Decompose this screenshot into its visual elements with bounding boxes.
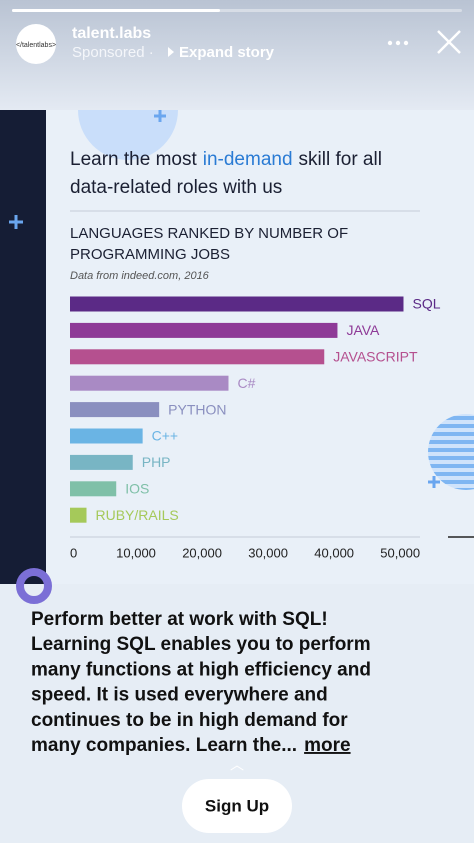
bar bbox=[70, 296, 404, 312]
x-tick-label: 10,000 bbox=[116, 545, 156, 560]
bar bbox=[70, 507, 87, 523]
sign-up-button[interactable] bbox=[182, 779, 292, 833]
bar-label: PHP bbox=[142, 454, 171, 470]
bar-label: JAVA bbox=[346, 322, 380, 338]
bar bbox=[70, 402, 160, 418]
caption-line: speed. It is used everywhere and bbox=[31, 685, 328, 706]
bar-label: SQL bbox=[412, 296, 440, 312]
caption-line: Learning SQL enables you to perform bbox=[31, 634, 371, 655]
x-tick-label: 0 bbox=[70, 545, 77, 560]
bar bbox=[70, 375, 229, 391]
bar-label: C# bbox=[237, 375, 255, 391]
bar-label: JAVASCRIPT bbox=[333, 349, 418, 365]
progress-bar bbox=[12, 9, 220, 12]
caption-line: many companies. Learn the... bbox=[31, 735, 297, 756]
avatar[interactable] bbox=[16, 24, 56, 64]
header-bg bbox=[0, 0, 474, 110]
decor-circle bbox=[78, 110, 178, 160]
decor-plus bbox=[154, 110, 166, 122]
bar-label: C++ bbox=[152, 428, 178, 444]
sign-up-label[interactable]: Sign Up bbox=[205, 796, 269, 815]
x-tick-label: 40,000 bbox=[314, 545, 354, 560]
x-tick-label: 20,000 bbox=[182, 545, 222, 560]
decor-plus bbox=[428, 476, 440, 488]
chart-panel bbox=[46, 110, 474, 584]
bar bbox=[70, 322, 338, 338]
decor-ring bbox=[16, 568, 52, 604]
chart-subtitle: Data from indeed.com, 2016 bbox=[70, 270, 210, 282]
bar bbox=[70, 349, 325, 365]
x-tick-label: 30,000 bbox=[248, 545, 288, 560]
chart-title: PROGRAMMING JOBS bbox=[70, 246, 230, 263]
caption-line: Perform better at work with SQL! bbox=[31, 609, 328, 630]
side-strip bbox=[0, 110, 46, 584]
caption-line: continues to be in high demand for bbox=[31, 710, 348, 731]
bar bbox=[70, 454, 133, 470]
close-button[interactable] bbox=[437, 30, 461, 54]
account-name[interactable]: talent.labs bbox=[72, 25, 151, 42]
expand-story[interactable]: Expand story bbox=[179, 44, 275, 61]
more-menu[interactable] bbox=[387, 40, 409, 46]
more-link[interactable]: more bbox=[304, 735, 350, 756]
headline: data-related roles with us bbox=[70, 177, 282, 198]
headline: Learn the most in-demand skill for all bbox=[70, 149, 382, 170]
bar-label: PYTHON bbox=[168, 401, 226, 417]
decor-striped-circle bbox=[428, 414, 474, 490]
sponsored: Sponsored · bbox=[72, 44, 154, 61]
bar-label: IOS bbox=[125, 481, 149, 497]
decor-plus bbox=[9, 215, 23, 229]
x-tick-label: 50,000 bbox=[380, 545, 420, 560]
avatar-text: </talentlabs> bbox=[16, 42, 56, 49]
chart-title: LANGUAGES RANKED BY NUMBER OF bbox=[70, 225, 348, 242]
bar bbox=[70, 481, 117, 497]
bar-label: RUBY/RAILS bbox=[96, 507, 179, 523]
caption-line: many functions at high efficiency and bbox=[31, 659, 371, 680]
bar bbox=[70, 428, 143, 444]
swipe-up-icon: ︿ bbox=[230, 757, 244, 773]
expand-icon bbox=[168, 47, 174, 57]
